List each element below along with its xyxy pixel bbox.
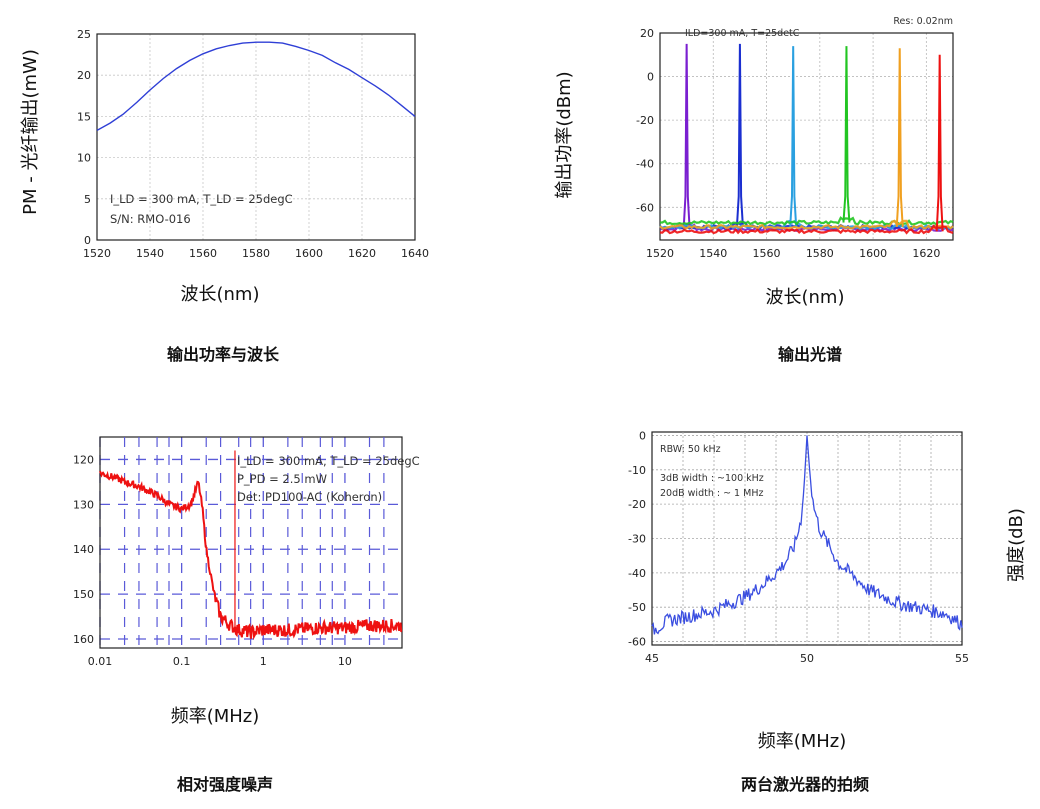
y-tick-label: 10	[77, 152, 91, 165]
annotation: Det: PD100-AC (Koheron)	[237, 490, 382, 504]
y-tick-label: 140	[73, 543, 94, 556]
plot-frame	[651, 431, 963, 646]
annotation: ILD=300 mA, T=25detC	[685, 28, 800, 39]
x-tick-label: 1580	[806, 247, 834, 260]
x-tick-label: 1540	[699, 247, 727, 260]
x-tick-label: 50	[800, 652, 814, 665]
x-tick-label: 1520	[646, 247, 674, 260]
spectral-peak	[842, 46, 851, 223]
x-axis-label: 频率(MHz)	[171, 706, 260, 727]
y-tick-label: 0	[84, 234, 91, 247]
y-tick-label: -50	[628, 601, 646, 614]
x-tick-label: 55	[955, 652, 969, 665]
plot-frame	[96, 33, 416, 241]
y-tick-label: -30	[628, 533, 646, 546]
y-tick-label: -20	[628, 498, 646, 511]
y-tick-label: 0	[647, 71, 654, 84]
y-tick-label: 130	[73, 498, 94, 511]
chart-1: 1520 1540 1560 1580 1600 1620 16400510152025I_…	[20, 28, 429, 364]
x-tick-label: 1620	[348, 247, 376, 260]
annotation: 20dB width : ~ 1 MHz	[660, 488, 763, 499]
x-tick-label: 45	[645, 652, 659, 665]
annotation: 3dB width : ~100 kHz	[660, 473, 764, 484]
x-tick-label: 1620	[912, 247, 940, 260]
y-tick-label: -60	[636, 201, 654, 214]
x-tick-label: 1580	[242, 247, 270, 260]
spectral-peak	[789, 46, 798, 227]
x-tick-label: 1560	[189, 247, 217, 260]
x-tick-label: 1520	[83, 247, 111, 260]
spectral-peak	[682, 43, 691, 230]
x-tick-label: 1	[260, 655, 267, 668]
y-axis-label: PM - 光纤输出(mW)	[20, 49, 41, 215]
y-tick-label: 20	[640, 27, 654, 40]
x-axis-label: 波长(nm)	[766, 287, 845, 308]
y-tick-label: -60	[628, 636, 646, 649]
y-tick-label: -10	[628, 464, 646, 477]
spectral-peak	[735, 43, 744, 227]
annotation: I_LD = 300 mA, T_LD = 25degC	[237, 454, 420, 468]
series-line	[96, 41, 416, 132]
annotation: Res: 0.02nm	[893, 16, 953, 27]
plot-frame	[99, 436, 403, 649]
y-tick-label: 20	[77, 69, 91, 82]
y-tick-label: 5	[84, 193, 91, 206]
x-tick-label: 10	[338, 655, 352, 668]
caption: 相对强度噪声	[177, 775, 273, 794]
chart-4: 45 50 55 0 -10 -20 -30 -40 -50 -60 RBW: 50 kHz 3dB …	[628, 429, 1027, 794]
x-tick-label: 1600	[295, 247, 323, 260]
x-tick-label: 0.01	[88, 655, 113, 668]
y-tick-label: 15	[77, 110, 91, 123]
series-floor	[659, 219, 954, 231]
y-tick-label: -20	[636, 114, 654, 127]
caption: 两台激光器的拍频	[741, 775, 869, 794]
annotation: RBW: 50 kHz	[660, 444, 721, 455]
y-tick-label: -40	[636, 158, 654, 171]
y-axis-label: 强度(dB)	[1006, 508, 1027, 582]
annotation: I_LD = 300 mA, T_LD = 25degC	[110, 192, 293, 206]
annotation: S/N: RMO-016	[110, 212, 191, 226]
x-tick-label: 1540	[136, 247, 164, 260]
x-axis-label: 波长(nm)	[181, 284, 260, 305]
plot-frame	[659, 32, 954, 241]
caption: 输出功率与波长	[167, 345, 280, 364]
spectral-peak	[895, 48, 904, 227]
x-tick-label: 0.1	[173, 655, 191, 668]
series-line	[651, 435, 963, 635]
y-tick-label: -40	[628, 567, 646, 580]
series-floor	[659, 224, 954, 235]
x-axis-label: 频率(MHz)	[758, 731, 847, 752]
y-tick-label: 25	[77, 28, 91, 41]
y-tick-label: 150	[73, 588, 94, 601]
chart-2: 1520 1540 1560 1580 1600 1620 20 0 -20 -40 -60 ILD=…	[554, 16, 954, 364]
y-tick-label: 0	[639, 429, 646, 442]
y-axis-label: 输出功率(dBm)	[554, 71, 575, 198]
spectral-peak	[935, 54, 944, 232]
x-tick-label: 1600	[859, 247, 887, 260]
series-line	[99, 470, 403, 640]
x-tick-label: 1640	[401, 247, 429, 260]
y-tick-label: 160	[73, 633, 94, 646]
series-floor	[660, 216, 954, 226]
caption: 输出光谱	[778, 345, 842, 364]
x-tick-label: 1560	[753, 247, 781, 260]
y-tick-label: 120	[73, 453, 94, 466]
annotation: P_PD = 2.5 mW	[237, 472, 327, 486]
